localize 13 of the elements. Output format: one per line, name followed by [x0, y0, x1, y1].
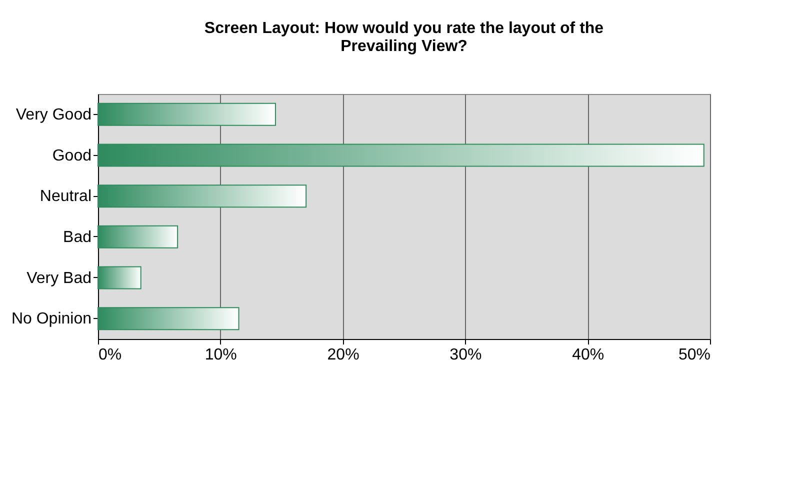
y-tick-label: Very Good — [16, 106, 92, 124]
y-tick-label: Neutral — [40, 188, 92, 206]
x-tick-label: 0% — [98, 346, 122, 364]
y-tick-label: No Opinion — [11, 310, 92, 328]
y-tick-label: Bad — [63, 228, 92, 246]
x-tick-label: 10% — [204, 346, 237, 364]
x-tick-label: 50% — [678, 346, 710, 364]
y-tick-label: Very Bad — [26, 270, 92, 287]
x-tick-label: 40% — [572, 346, 604, 364]
x-tick-label: 30% — [450, 346, 482, 364]
x-tick-label: 20% — [327, 346, 360, 364]
y-tick-label: Good — [52, 147, 92, 164]
chart-title: Screen Layout: How would you rate the layout of the Prevailing View? — [204, 20, 604, 55]
